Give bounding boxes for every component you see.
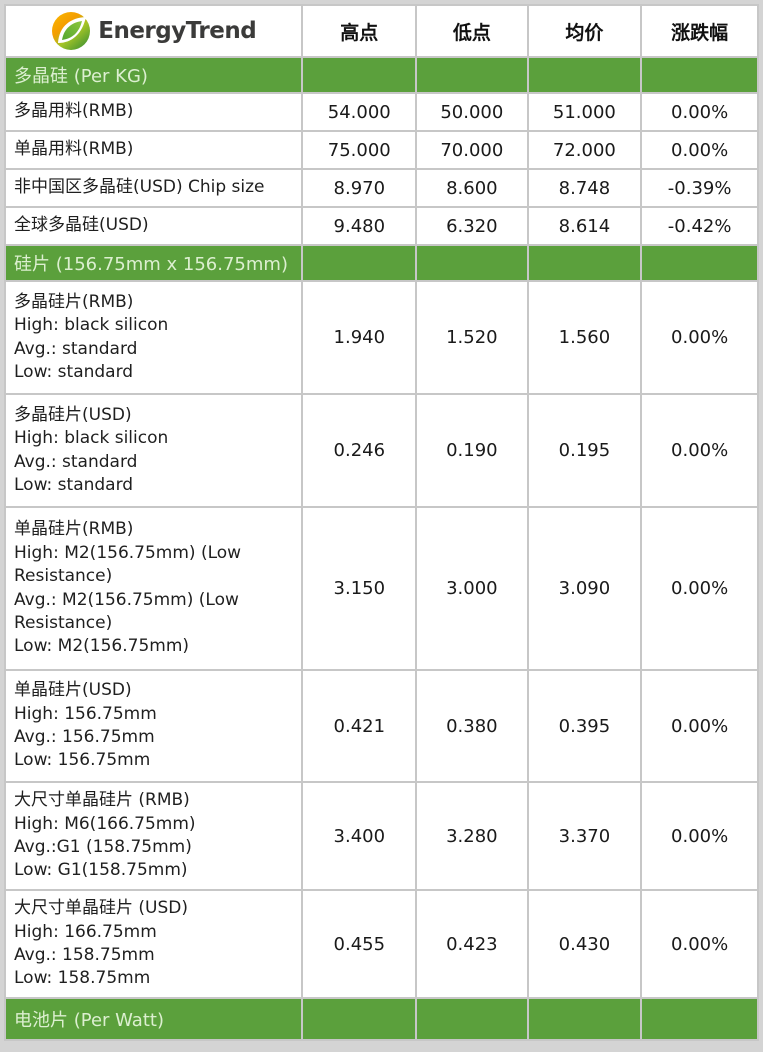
change-value: 0.00% (640, 130, 759, 170)
section-spacer-cell (301, 56, 418, 94)
high-value: 0.421 (301, 669, 418, 783)
change-value: 0.00% (640, 781, 759, 891)
avg-value: 0.195 (526, 393, 643, 508)
table-row: 多晶硅片(RMB) High: black silicon Avg.: stan… (3, 280, 759, 395)
row-label: 非中国区多晶硅(USD) Chip size (3, 168, 304, 208)
section-spacer-cell (415, 997, 529, 1041)
low-value: 0.423 (415, 889, 529, 999)
section-spacer-cell (640, 244, 759, 282)
logo-cell: EnergyTrend (3, 4, 304, 58)
table-row: 单晶硅片(USD) High: 156.75mm Avg.: 156.75mm … (3, 669, 759, 783)
section-title: 硅片 (156.75mm x 156.75mm) (3, 244, 304, 282)
change-value: 0.00% (640, 669, 759, 783)
section-spacer-cell (415, 244, 529, 282)
row-label: 多晶硅片(RMB) High: black silicon Avg.: stan… (3, 280, 304, 395)
high-value: 9.480 (301, 206, 418, 246)
row-label: 多晶硅片(USD) High: black silicon Avg.: stan… (3, 393, 304, 508)
row-label: 单晶硅片(RMB) High: M2(156.75mm) (Low Resist… (3, 506, 304, 671)
row-label: 单晶硅片(USD) High: 156.75mm Avg.: 156.75mm … (3, 669, 304, 783)
section-spacer-cell (526, 997, 643, 1041)
table-row: 单晶硅片(RMB) High: M2(156.75mm) (Low Resist… (3, 506, 759, 671)
avg-value: 1.560 (526, 280, 643, 395)
section-spacer-cell (640, 56, 759, 94)
section-spacer-cell (301, 997, 418, 1041)
section-header-row: 电池片 (Per Watt) (3, 997, 759, 1041)
avg-value: 3.090 (526, 506, 643, 671)
table-row: 多晶用料(RMB) 54.000 50.000 51.000 0.00% (3, 92, 759, 132)
row-label: 大尺寸单晶硅片 (RMB) High: M6(166.75mm) Avg.:G1… (3, 781, 304, 891)
low-value: 50.000 (415, 92, 529, 132)
avg-value: 51.000 (526, 92, 643, 132)
high-value: 8.970 (301, 168, 418, 208)
avg-value: 3.370 (526, 781, 643, 891)
section-header-row: 多晶硅 (Per KG) (3, 56, 759, 94)
low-value: 0.190 (415, 393, 529, 508)
table-header-row: EnergyTrend 高点 低点 均价 涨跌幅 (3, 4, 759, 58)
section-title: 电池片 (Per Watt) (3, 997, 304, 1041)
section-title: 多晶硅 (Per KG) (3, 56, 304, 94)
high-value: 54.000 (301, 92, 418, 132)
energytrend-logo-icon (52, 12, 91, 50)
high-value: 3.150 (301, 506, 418, 671)
low-value: 0.380 (415, 669, 529, 783)
table-row: 全球多晶硅(USD) 9.480 6.320 8.614 -0.42% (3, 206, 759, 246)
column-header-high: 高点 (301, 4, 418, 58)
brand-name: EnergyTrend (98, 18, 257, 44)
table-row: 非中国区多晶硅(USD) Chip size 8.970 8.600 8.748… (3, 168, 759, 208)
high-value: 0.246 (301, 393, 418, 508)
column-header-low: 低点 (415, 4, 529, 58)
table-row: 大尺寸单晶硅片 (USD) High: 166.75mm Avg.: 158.7… (3, 889, 759, 999)
high-value: 3.400 (301, 781, 418, 891)
high-value: 1.940 (301, 280, 418, 395)
section-spacer-cell (640, 997, 759, 1041)
price-table: EnergyTrend 高点 低点 均价 涨跌幅 多晶硅 (Per KG) 多晶… (3, 4, 759, 1041)
row-label: 多晶用料(RMB) (3, 92, 304, 132)
high-value: 75.000 (301, 130, 418, 170)
section-header-row: 硅片 (156.75mm x 156.75mm) (3, 244, 759, 282)
section-spacer-cell (526, 244, 643, 282)
table-row: 多晶硅片(USD) High: black silicon Avg.: stan… (3, 393, 759, 508)
row-label: 大尺寸单晶硅片 (USD) High: 166.75mm Avg.: 158.7… (3, 889, 304, 999)
avg-value: 0.395 (526, 669, 643, 783)
change-value: 0.00% (640, 889, 759, 999)
change-value: 0.00% (640, 92, 759, 132)
row-label: 全球多晶硅(USD) (3, 206, 304, 246)
table-row: 单晶用料(RMB) 75.000 70.000 72.000 0.00% (3, 130, 759, 170)
column-header-change: 涨跌幅 (640, 4, 759, 58)
low-value: 6.320 (415, 206, 529, 246)
energytrend-logo: EnergyTrend (7, 11, 300, 51)
low-value: 1.520 (415, 280, 529, 395)
table-row: 大尺寸单晶硅片 (RMB) High: M6(166.75mm) Avg.:G1… (3, 781, 759, 891)
low-value: 70.000 (415, 130, 529, 170)
avg-value: 8.614 (526, 206, 643, 246)
low-value: 3.000 (415, 506, 529, 671)
change-value: 0.00% (640, 393, 759, 508)
section-spacer-cell (301, 244, 418, 282)
change-value: 0.00% (640, 280, 759, 395)
column-header-avg: 均价 (526, 4, 643, 58)
section-spacer-cell (526, 56, 643, 94)
avg-value: 72.000 (526, 130, 643, 170)
low-value: 3.280 (415, 781, 529, 891)
avg-value: 0.430 (526, 889, 643, 999)
high-value: 0.455 (301, 889, 418, 999)
section-spacer-cell (415, 56, 529, 94)
change-value: 0.00% (640, 506, 759, 671)
change-value: -0.39% (640, 168, 759, 208)
low-value: 8.600 (415, 168, 529, 208)
avg-value: 8.748 (526, 168, 643, 208)
change-value: -0.42% (640, 206, 759, 246)
row-label: 单晶用料(RMB) (3, 130, 304, 170)
